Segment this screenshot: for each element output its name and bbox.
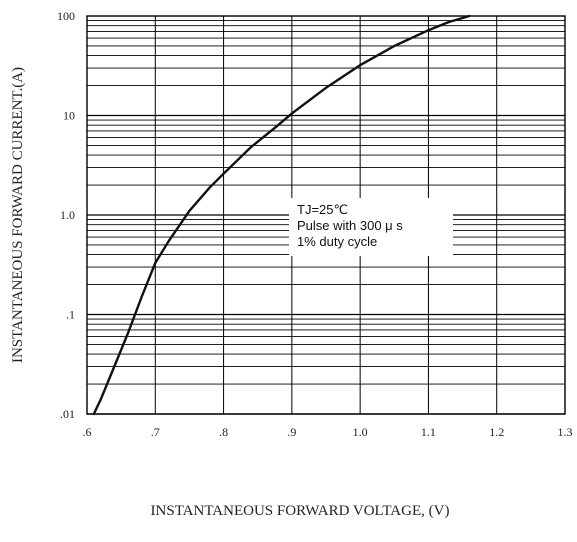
data-point: [222, 173, 224, 175]
data-point: [140, 296, 142, 298]
data-point: [448, 21, 450, 23]
data-point: [209, 186, 211, 188]
data-point: [154, 262, 156, 264]
data-point: [427, 29, 429, 31]
data-point: [188, 210, 190, 212]
data-point: [325, 87, 327, 89]
x-tick-label: 1.2: [489, 425, 504, 439]
y-tick-label: .1: [66, 308, 75, 322]
x-axis-title: INSTANTANEOUS FORWARD VOLTAGE, (V): [151, 503, 450, 519]
annotation-line: TJ=25℃: [297, 202, 348, 217]
x-tick-label: 1.0: [353, 425, 368, 439]
data-point: [277, 124, 279, 126]
data-point: [250, 146, 252, 148]
annotation-line: Pulse with 300 μ s: [297, 218, 403, 233]
data-point: [127, 332, 129, 334]
data-point: [93, 413, 95, 415]
y-tick-labels: .01 .1 1.0 10 100: [57, 9, 75, 421]
x-tick-label: .9: [287, 425, 296, 439]
data-point: [113, 365, 115, 367]
plot-frame: [86, 15, 566, 415]
y-axis-title: INSTANTANEOUS FORWARD CURRENT.(A): [10, 67, 26, 363]
data-point: [359, 64, 361, 66]
annotation-background: [289, 198, 453, 256]
data-point: [168, 240, 170, 242]
x-tick-label: 1.3: [558, 425, 573, 439]
series-line: [92, 14, 471, 416]
x-tick-labels: .6 .7 .8 .9 1.0 1.1 1.2 1.3: [83, 425, 573, 439]
data-point: [393, 45, 395, 47]
x-tick-label: .6: [83, 425, 92, 439]
y-tick-label: .01: [60, 407, 75, 421]
annotation-line: 1% duty cycle: [297, 234, 377, 249]
data-point: [99, 398, 101, 400]
y-tick-label: 1.0: [60, 208, 75, 222]
y-tick-label: 10: [63, 109, 75, 123]
annotation-text: TJ=25℃ Pulse with 300 μ s 1% duty cycle: [297, 202, 403, 249]
x-tick-label: 1.1: [421, 425, 436, 439]
x-tick-label: .8: [219, 425, 228, 439]
x-tick-label: .7: [151, 425, 160, 439]
data-point: [468, 15, 470, 17]
y-tick-label: 100: [57, 9, 75, 23]
data-point: [291, 112, 293, 114]
